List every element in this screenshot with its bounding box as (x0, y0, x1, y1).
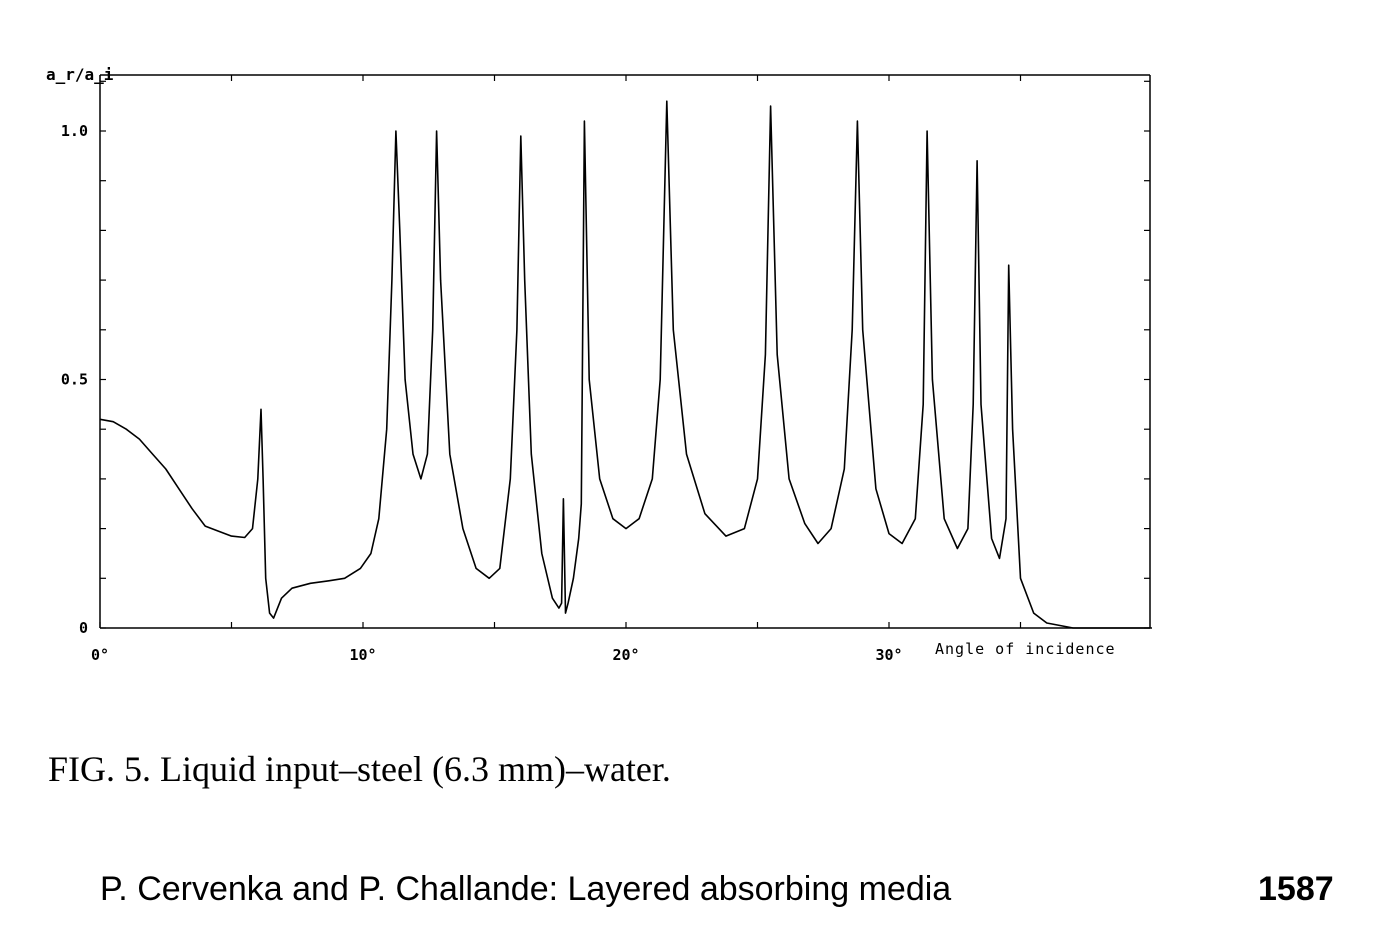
y-axis-ticks: 0 0.5 1.0 (61, 122, 88, 637)
series-layer (99, 100, 1152, 629)
x-tick-label: 20° (612, 646, 639, 664)
x-tick-label: 10° (349, 646, 376, 664)
x-tick-label: 0° (91, 646, 109, 664)
plot-frame (99, 74, 1151, 629)
x-axis-label: Angle of incidence (935, 640, 1116, 658)
running-footer-authors: P. Cervenka and P. Challande: Layered ab… (100, 870, 952, 908)
figure-chart: 0 0.5 1.0 0° 10° 20° 30° a_r/a_i Angle of inc… (46, 65, 1152, 664)
y-tick-label: 1.0 (61, 122, 88, 140)
y-tick-label: 0.5 (61, 371, 88, 389)
page-number: 1587 (1258, 870, 1334, 908)
x-axis-ticks: 0° 10° 20° 30° (91, 646, 903, 664)
y-axis-label: a_r/a_i (46, 65, 114, 84)
figure-caption: FIG. 5. Liquid input–steel (6.3 mm)–wate… (48, 749, 671, 789)
series-line (99, 100, 1152, 629)
x-tick-label: 30° (875, 646, 902, 664)
y-tick-label: 0 (79, 619, 88, 637)
